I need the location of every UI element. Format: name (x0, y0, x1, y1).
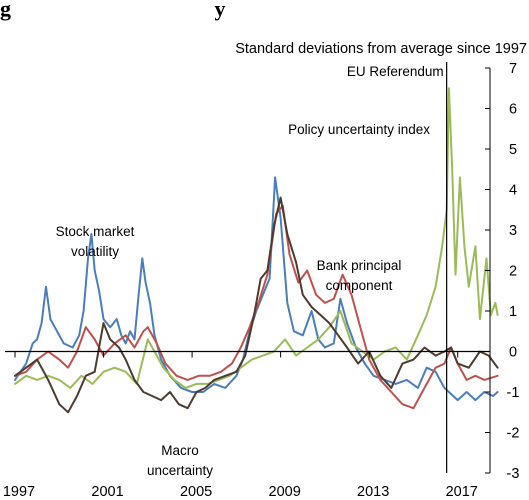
annotation-policy: Policy uncertainty index (288, 122, 430, 137)
y-tick-label: -1 (507, 385, 520, 401)
annotation-stock: volatility (71, 244, 119, 259)
y-tick-label: 4 (509, 183, 517, 199)
annotation-macro: Macro (161, 443, 199, 458)
x-tick-label: 1997 (3, 484, 35, 500)
annotation-bank: Bank principal (317, 258, 402, 273)
y-tick-label: 5 (509, 142, 517, 158)
x-tick-label: 2005 (180, 484, 212, 500)
x-tick-label: 2013 (357, 484, 389, 500)
y-tick-label: -2 (507, 426, 520, 442)
annotation-stock: Stock market (56, 224, 135, 239)
annotations-group: EU Referendum Stock market volatility Macro… (56, 64, 444, 478)
y-tick-label: 2 (509, 264, 517, 280)
series-line-macro (14, 196, 499, 414)
axes-group: 1997 2001 2005 2009 2013 2017 7 6 5 4 3 2 1 0 -1 -2 -3 (3, 61, 520, 500)
y-tick-label: -3 (507, 466, 520, 482)
x-tick-label: 2001 (91, 484, 123, 500)
y-tick-label: 7 (509, 61, 517, 77)
annotation-macro: uncertainty (147, 463, 213, 478)
x-tick-label: 2017 (446, 484, 478, 500)
event-label: EU Referendum (347, 64, 444, 79)
y-tick-label: 0 (509, 345, 517, 361)
y-tick-label: 1 (509, 304, 517, 320)
annotation-bank: component (326, 278, 393, 293)
y-tick-label: 3 (509, 223, 517, 239)
chart-subtitle: Standard deviations from average since 1… (235, 41, 527, 57)
y-tick-label: 6 (509, 102, 517, 118)
x-tick-label: 2009 (269, 484, 301, 500)
chart-title-fragment: g y (0, 0, 226, 21)
series-line-stock (14, 176, 499, 402)
